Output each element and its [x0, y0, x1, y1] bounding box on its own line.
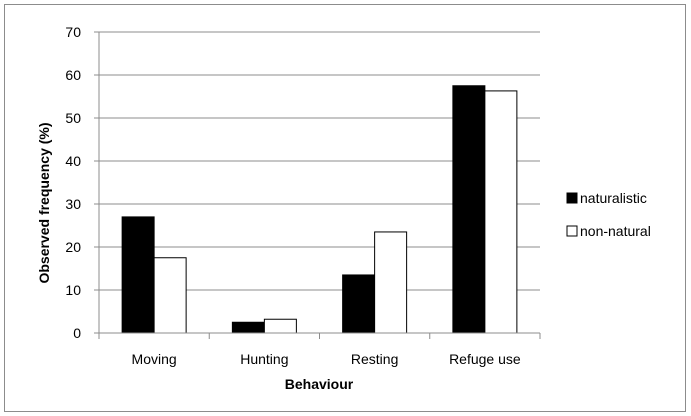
bar-hunting-naturalistic [231, 321, 265, 334]
axes [94, 31, 541, 339]
legend: naturalistic non-natural [566, 190, 651, 239]
y-tick-label-40: 40 [65, 153, 81, 169]
x-tick-labels: Moving Hunting Resting Refuge use [132, 351, 521, 367]
legend-swatch-naturalistic [566, 192, 578, 204]
bar-resting-non-natural [374, 231, 408, 334]
x-tick-label-moving: Moving [132, 351, 177, 367]
x-axis-title: Behaviour [285, 376, 354, 392]
x-tick-label-refuge-use: Refuge use [449, 351, 521, 367]
y-tick-label-60: 60 [65, 67, 81, 83]
y-tick-label-0: 0 [73, 325, 81, 341]
bar-moving-naturalistic [121, 216, 155, 334]
y-tick-label-50: 50 [65, 110, 81, 126]
y-axis-title: Observed frequency (%) [36, 122, 52, 283]
bar-refuge-use-non-natural [484, 90, 518, 334]
bar-refuge-use-naturalistic [452, 85, 486, 334]
y-tick-labels: 0 10 20 30 40 50 60 70 [65, 24, 81, 341]
legend-label-non-natural: non-natural [580, 223, 651, 239]
y-tick-label-10: 10 [65, 282, 81, 298]
legend-swatch-non-natural [566, 225, 578, 237]
bars [121, 85, 518, 334]
bar-hunting-non-natural [263, 318, 297, 334]
y-tick-label-30: 30 [65, 196, 81, 212]
legend-label-naturalistic: naturalistic [580, 190, 647, 206]
x-tick-label-resting: Resting [351, 351, 398, 367]
y-tick-label-70: 70 [65, 24, 81, 40]
bar-moving-non-natural [153, 257, 187, 334]
y-tick-label-20: 20 [65, 239, 81, 255]
x-tick-label-hunting: Hunting [240, 351, 288, 367]
bar-resting-naturalistic [342, 274, 376, 334]
chart-frame [4, 4, 686, 412]
